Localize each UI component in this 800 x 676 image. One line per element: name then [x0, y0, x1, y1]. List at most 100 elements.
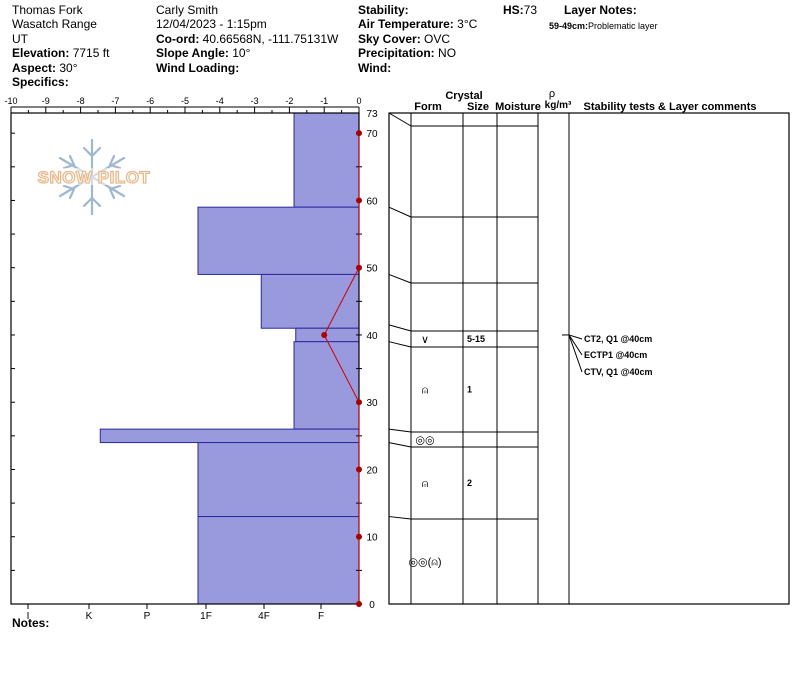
temp-tick-label: 0 [356, 96, 361, 106]
hardness-bar [293, 341, 360, 430]
temp-tick-label: -8 [77, 96, 85, 106]
hardness-bar [295, 327, 360, 343]
stability-test: CTV, Q1 @40cm [584, 367, 652, 377]
boundary-connector [388, 112, 412, 127]
grain-size: 2 [467, 478, 472, 488]
grain-form: ∨ [421, 334, 429, 346]
temp-tick-label: -7 [111, 96, 119, 106]
col-moisture: Moisture [495, 101, 541, 113]
coord-value: 40.66568N, -111.75131W [202, 32, 339, 46]
boundary-connector [388, 428, 412, 433]
air-temp-row: Air Temperature: 3°C [358, 17, 477, 31]
boundary-connector [388, 341, 412, 348]
test-leader [568, 334, 583, 356]
hardness-tick-label: K [86, 611, 93, 622]
notes-label: Notes: [12, 616, 49, 630]
boundary-connector [388, 324, 412, 332]
coord-row: Co-ord: 40.66568N, -111.75131W [156, 32, 338, 46]
aspect-row: Aspect: 30° [12, 61, 78, 75]
temperature-line [323, 133, 360, 604]
layer-note: 59-49cm:Problematic layer [549, 19, 658, 33]
col-density-unit: kg/m³ [545, 100, 572, 111]
state: UT [12, 32, 28, 46]
layer-note-text: Problematic layer [588, 21, 658, 31]
col-form: Form [414, 101, 442, 113]
stability-test: CT2, Q1 @40cm [584, 334, 652, 344]
temp-tick-label: -1 [320, 96, 328, 106]
temp-tick-label: -5 [181, 96, 189, 106]
hs-row: HS:73 [503, 3, 537, 17]
sky-row: Sky Cover: OVC [358, 32, 450, 46]
height-tick-label: 30 [366, 398, 378, 409]
height-tick-label: 73 [366, 109, 378, 120]
hardness-tick-label: F [318, 611, 324, 622]
height-tick-label: 60 [366, 196, 378, 207]
col-comments: Stability tests & Layer comments [583, 101, 756, 113]
col-crystal: Crystal [445, 90, 482, 102]
height-tick-label: 20 [366, 465, 378, 476]
stability-label: Stability: [358, 3, 409, 17]
height-tick-label: 50 [366, 264, 378, 275]
height-tick-label: 40 [366, 331, 378, 342]
temperature-point [356, 264, 362, 271]
layer-notes-row: Layer Notes: [564, 3, 637, 17]
grid-frame [388, 112, 790, 605]
specifics-row: Specifics: [12, 75, 69, 89]
location: Thomas Fork [12, 3, 83, 17]
hardness-tick-label: P [144, 611, 151, 622]
logo-text: SNOW PILOT [38, 168, 151, 187]
grain-form: ◎◎ [415, 435, 434, 447]
sky-value: OVC [424, 32, 451, 46]
temperature-point [356, 197, 362, 204]
boundary-connector [388, 442, 412, 448]
hardness-bar [260, 273, 360, 329]
hs-value: 73 [523, 3, 538, 17]
plot-area: -10 -9 -8 -7 -6 -5 -4 -3 -2 -1 073706050403020100I… [4, 96, 378, 622]
stability-row: Stability: [358, 3, 409, 17]
test-leader [568, 334, 583, 340]
temp-tick-label: -6 [146, 96, 154, 106]
grain-form: ⍝ [422, 478, 429, 490]
stability-test: ECTP1 @40cm [584, 350, 647, 360]
precip-label: Precipitation: [358, 46, 435, 60]
elevation-row: Elevation: 7715 ft [12, 46, 109, 60]
air-temp-label: Air Temperature: [358, 17, 454, 31]
air-temp-value: 3°C [457, 17, 478, 31]
snowpilot-logo: SNOW PILOT [34, 138, 154, 216]
wind-row: Wind: [358, 61, 391, 75]
wind-loading-label: Wind Loading: [156, 61, 240, 75]
height-tick-label: 10 [366, 533, 378, 544]
specifics-label: Specifics: [12, 75, 69, 89]
coord-label: Co-ord: [156, 32, 200, 46]
hardness-tick-label: I [27, 611, 30, 622]
hs-label: HS: [503, 3, 524, 17]
height-tick-label: 0 [369, 600, 375, 611]
grain-form: ◎◎(⍝) [408, 557, 441, 569]
col-size: Size [467, 101, 489, 113]
hardness-bar [197, 206, 360, 275]
observer: Carly Smith [156, 3, 219, 17]
slope-label: Slope Angle: [156, 46, 229, 60]
hardness-tick-label: 4F [258, 611, 270, 622]
temp-tick-label: -9 [42, 96, 50, 106]
hardness-bar [293, 112, 360, 208]
sky-label: Sky Cover: [358, 32, 421, 46]
hardness-bar [99, 428, 360, 444]
boundary-connector [388, 516, 412, 520]
elevation-value: 7715 ft [72, 46, 110, 60]
hardness-bar [197, 516, 360, 605]
layer-notes-label: Layer Notes: [564, 3, 637, 17]
grain-form: ⍝ [422, 385, 429, 397]
temperature-point [356, 533, 362, 540]
elevation-label: Elevation: [12, 46, 70, 60]
temperature-point [356, 601, 362, 607]
temperature-point [356, 130, 362, 137]
wind-loading-row: Wind Loading: [156, 61, 239, 75]
temperature-point [356, 466, 362, 473]
temperature-point [321, 331, 328, 338]
boundary-connector [388, 206, 412, 218]
temp-tick-label: -2 [285, 96, 293, 106]
hardness-bar [197, 442, 360, 518]
